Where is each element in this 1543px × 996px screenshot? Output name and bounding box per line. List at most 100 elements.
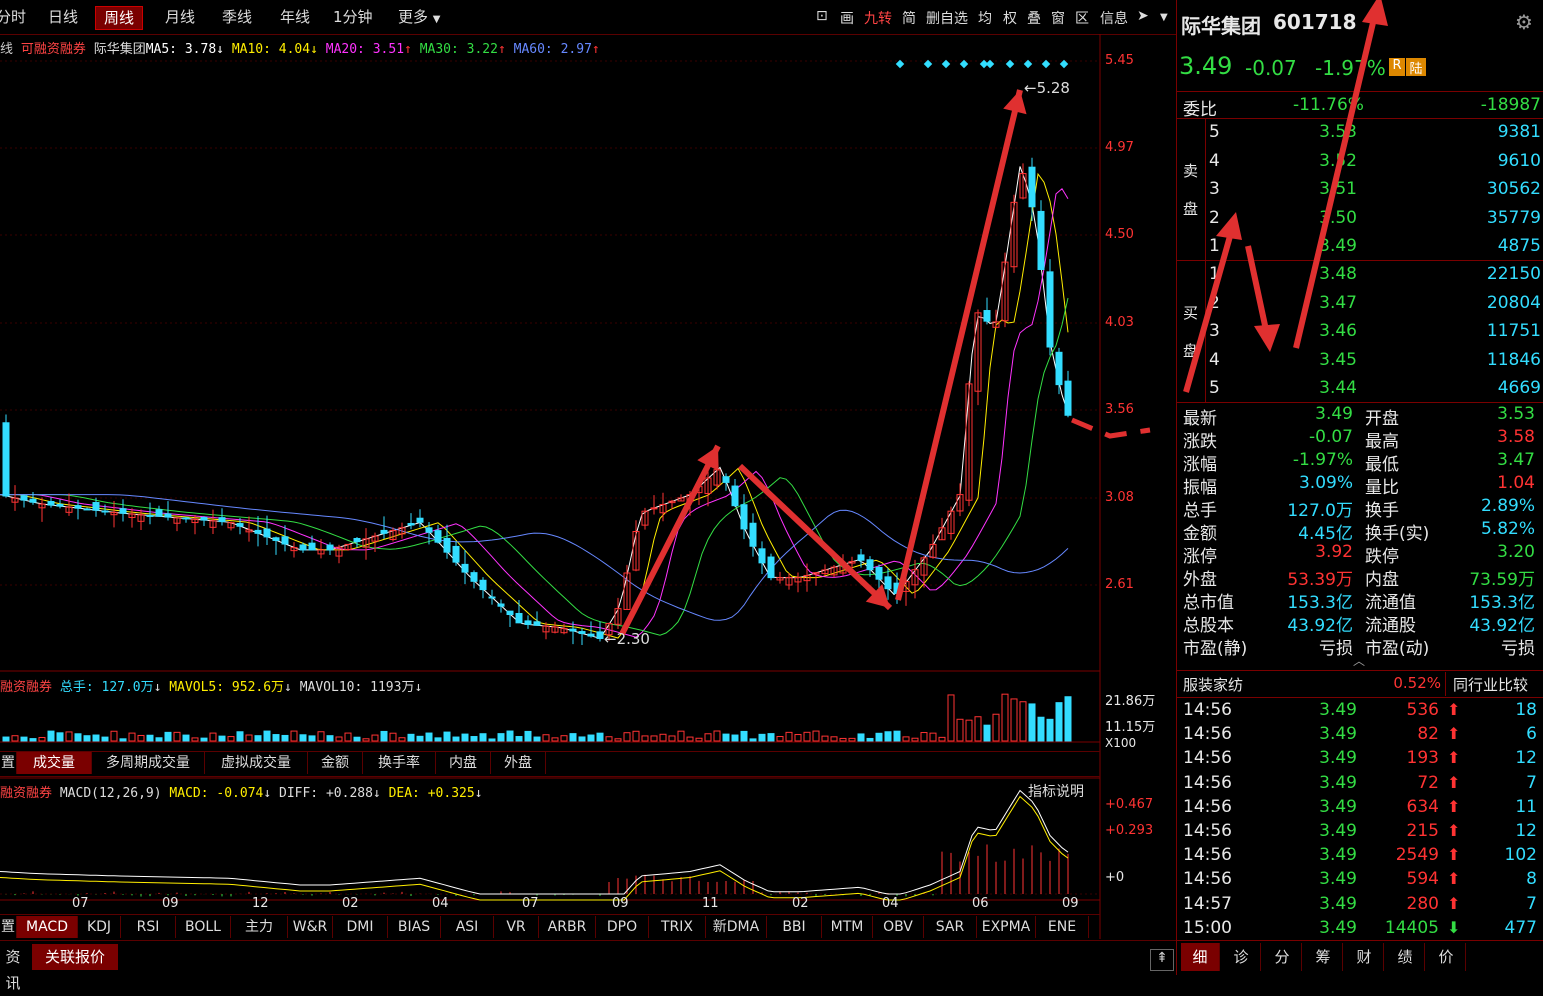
indicator-tab[interactable]: W&R: [288, 916, 333, 938]
candle-body: [722, 476, 730, 483]
candlesticks: [2, 157, 1072, 646]
margin-tag[interactable]: 融资融券: [0, 786, 53, 801]
indicator-tab[interactable]: 主力: [231, 916, 288, 938]
vol-tab-turnover[interactable]: 换手率: [363, 752, 436, 774]
volume-bar: [740, 730, 748, 742]
indicator-tab[interactable]: BBI: [767, 916, 822, 938]
tab-news[interactable]: 资讯: [5, 948, 21, 992]
stat-label: 最低: [1365, 455, 1399, 475]
indicator-tab[interactable]: MACD: [17, 916, 78, 938]
sell-label: 盘: [1183, 200, 1199, 218]
lock-icon[interactable]: ⊡: [816, 8, 828, 24]
indicator-tab[interactable]: VR: [494, 916, 539, 938]
tool-simple[interactable]: 简: [902, 11, 916, 27]
indicator-tab[interactable]: KDJ: [78, 916, 121, 938]
arrow-head: [1216, 212, 1242, 240]
volume-bar: [596, 732, 604, 742]
tab-fenshi[interactable]: 分时: [0, 8, 27, 26]
industry-compare-link[interactable]: 同行业比较: [1453, 676, 1529, 694]
vol-tab-amount[interactable]: 金额: [308, 752, 363, 774]
vol-tab-outer[interactable]: 外盘: [491, 752, 546, 774]
tab-related-quotes[interactable]: 关联报价: [32, 944, 118, 970]
arrow-head: [1003, 90, 1027, 115]
indicator-tab[interactable]: BOLL: [176, 916, 231, 938]
vol-tab-virtual[interactable]: 虚拟成交量: [205, 752, 308, 774]
tab-daily[interactable]: 日线: [48, 8, 79, 26]
tab-more[interactable]: 更多 ▼: [398, 8, 441, 26]
sell-order-row[interactable]: 3 3.51 30562: [1177, 179, 1543, 203]
tool-region[interactable]: 区: [1075, 11, 1089, 27]
tab-yearly[interactable]: 年线: [280, 8, 311, 26]
indicator-tab[interactable]: ENE: [1036, 916, 1089, 938]
panel-tab[interactable]: 分: [1263, 943, 1302, 971]
chevron-up-icon[interactable]: ︿: [1353, 654, 1366, 668]
gear-icon[interactable]: ⚙: [1515, 10, 1533, 34]
indicator-tab[interactable]: TRIX: [649, 916, 706, 938]
tool-remove-watch[interactable]: 删自选: [926, 11, 968, 27]
tool-avg[interactable]: 均: [978, 11, 992, 27]
tool-jiuzhuan[interactable]: 九转: [864, 11, 892, 27]
buy-order-row[interactable]: 2 3.47 20804: [1177, 293, 1543, 317]
chevron-down-icon[interactable]: ▼: [1160, 12, 1168, 23]
panel-tab[interactable]: 价: [1427, 943, 1466, 971]
moving-average-lines: [0, 166, 1069, 639]
volume-bar: [335, 736, 343, 742]
vol-tab-inner[interactable]: 内盘: [436, 752, 491, 774]
sell-order-row[interactable]: 5 3.53 9381: [1177, 122, 1543, 146]
indicator-tab[interactable]: BIAS: [388, 916, 441, 938]
volume-bar: [119, 738, 127, 742]
indicator-tab[interactable]: 置: [0, 916, 17, 938]
tool-info[interactable]: 信息: [1100, 11, 1128, 27]
margin-tag[interactable]: 融资融券: [0, 680, 53, 695]
volume-bar: [11, 735, 19, 742]
kline-chart[interactable]: [0, 34, 1176, 974]
margin-tag[interactable]: 可融资融券: [20, 42, 86, 57]
buy-order-row[interactable]: 1 3.48 22150: [1177, 264, 1543, 288]
collapse-up-icon[interactable]: ⇞: [1150, 949, 1174, 971]
candle-body: [173, 517, 181, 524]
tool-overlay[interactable]: 叠: [1027, 11, 1041, 27]
volume-bar: [542, 734, 550, 742]
tick-volume: 594: [1406, 869, 1439, 890]
indicator-tab[interactable]: ASI: [441, 916, 494, 938]
order-level: 2: [1209, 207, 1220, 228]
volume-bar: [326, 735, 334, 742]
tab-weekly[interactable]: 周线: [95, 6, 144, 30]
margin-badge: R: [1389, 58, 1405, 76]
industry-name[interactable]: 服装家纺: [1183, 676, 1244, 694]
panel-tab[interactable]: 诊: [1222, 943, 1261, 971]
sell-order-row[interactable]: 1 3.49 4875: [1177, 236, 1543, 260]
tool-draw[interactable]: 画: [840, 11, 854, 27]
buy-order-row[interactable]: 3 3.46 11751: [1177, 321, 1543, 345]
indicator-tab[interactable]: MTM: [822, 916, 873, 938]
tab-quarterly[interactable]: 季线: [222, 8, 253, 26]
tab-1min[interactable]: 1分钟: [333, 8, 373, 26]
indicator-tab[interactable]: EXPMA: [977, 916, 1036, 938]
low-price-label: ←2.30: [604, 630, 650, 648]
indicator-tab[interactable]: ARBR: [539, 916, 596, 938]
indicator-help-link[interactable]: 指标说明: [1028, 784, 1084, 800]
indicator-tab[interactable]: SAR: [924, 916, 977, 938]
tool-rights[interactable]: 权: [1003, 11, 1017, 27]
panel-tab[interactable]: 财: [1345, 943, 1384, 971]
panel-tab[interactable]: 筹: [1304, 943, 1343, 971]
vol-tab-settings[interactable]: 置: [0, 752, 17, 774]
tab-monthly[interactable]: 月线: [165, 8, 196, 26]
buy-order-row[interactable]: 5 3.44 4669: [1177, 378, 1543, 402]
tick-volume: 193: [1406, 748, 1439, 769]
pin-icon[interactable]: ➤: [1137, 8, 1149, 24]
panel-tab[interactable]: 细: [1181, 943, 1220, 971]
indicator-tab[interactable]: DMI: [333, 916, 388, 938]
tool-window[interactable]: 窗: [1051, 11, 1065, 27]
buy-order-row[interactable]: 4 3.45 11846: [1177, 350, 1543, 374]
panel-tab[interactable]: 绩: [1386, 943, 1425, 971]
indicator-tab[interactable]: OBV: [873, 916, 924, 938]
vol-tab-multi-period[interactable]: 多周期成交量: [92, 752, 205, 774]
indicator-tab[interactable]: 新DMA: [706, 916, 767, 938]
indicator-tab[interactable]: DPO: [596, 916, 649, 938]
stat-row: 最新 3.49 开盘 3.53: [1177, 404, 1543, 429]
vol-tab-volume[interactable]: 成交量: [17, 752, 92, 774]
indicator-tab[interactable]: RSI: [121, 916, 176, 938]
candle-body: [605, 623, 613, 636]
candle-body: [407, 523, 415, 526]
